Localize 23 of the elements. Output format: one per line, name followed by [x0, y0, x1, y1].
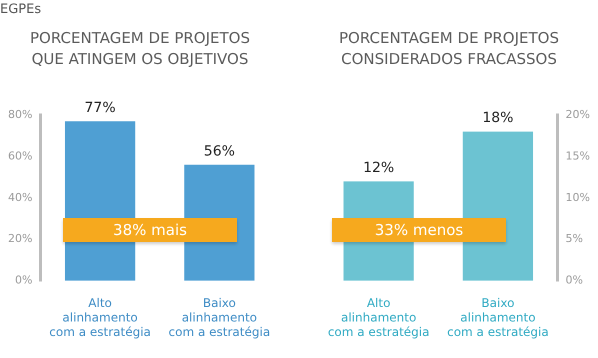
data-label: 12% — [363, 160, 394, 176]
ribbon: 38% mais — [63, 218, 237, 242]
y2-tick-label: 10% — [566, 190, 590, 204]
data-label: 56% — [204, 143, 235, 160]
chart-title: PORCENTAGEM DE PROJETOS CONSIDERADOS FRACASSOS — [339, 28, 559, 70]
y-tick-label: 20% — [8, 232, 32, 246]
chart-title: PORCENTAGEM DE PROJETOS QUE ATINGEM OS OBJETIVOS — [30, 28, 250, 70]
data-label: 18% — [482, 110, 514, 126]
x-tick-label: Alto alinhamento com a estratégia — [49, 296, 151, 339]
y2-tick-label: 0% — [566, 274, 584, 287]
ribbon: 33% menos — [332, 218, 506, 242]
y2-tick-label: 5% — [566, 232, 584, 246]
data-label: 77% — [84, 100, 116, 116]
y-tick-label: 0% — [14, 274, 32, 287]
y2-tick-label: 20% — [566, 108, 590, 121]
y-tick-label: 40% — [8, 190, 32, 204]
x-tick-label: Baixo alinhamento com a estratégia — [168, 296, 270, 339]
y2-tick-label: 15% — [566, 149, 590, 162]
y-tick-label: 60% — [8, 149, 32, 162]
x-tick-label: Alto alinhamento com a estratégia — [328, 296, 430, 339]
y-tick-label: 80% — [8, 108, 32, 121]
x-tick-label: Baixo alinhamento com a estratégia — [447, 296, 549, 339]
text: EGPEs — [0, 2, 42, 17]
